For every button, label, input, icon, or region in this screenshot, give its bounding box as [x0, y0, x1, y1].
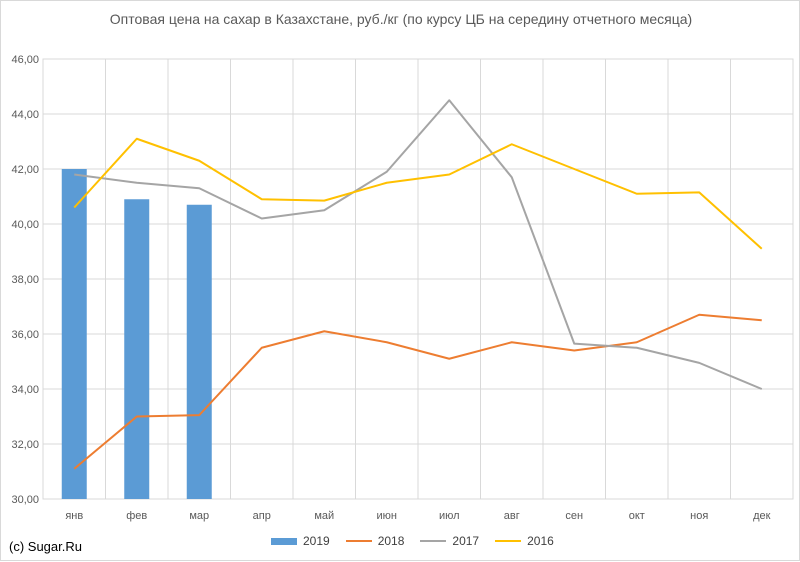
legend-swatch-2018 [345, 540, 372, 542]
line-series [73, 99, 763, 470]
legend-label-2019: 2019 [303, 534, 330, 548]
legend-item-2018: 2018 [345, 534, 405, 548]
legend-swatch-2017 [420, 540, 447, 542]
legend-swatch-2019 [271, 537, 297, 545]
y-tick-label: 46,00 [11, 54, 39, 66]
x-tick-label: дек [753, 510, 771, 522]
x-tick-label: окт [629, 510, 645, 522]
y-tick-label: 36,00 [11, 329, 39, 341]
bar-2019 [61, 169, 87, 499]
bar-2019 [124, 199, 150, 499]
chart-title: Оптовая цена на сахар в Казахстане, руб.… [109, 11, 693, 27]
y-tick-label: 42,00 [11, 164, 39, 176]
legend-item-2016: 2016 [495, 534, 554, 548]
y-tick-label: 44,00 [11, 109, 39, 121]
credit-text: (c) Sugar.Ru [9, 539, 82, 554]
x-tick-label: янв [65, 510, 83, 522]
grid-lines [42, 58, 794, 500]
legend-swatch-2016 [495, 540, 522, 542]
y-tick-label: 40,00 [11, 219, 39, 231]
line-2016 [73, 137, 763, 250]
y-tick-label: 32,00 [11, 439, 39, 451]
x-tick-label: июл [439, 510, 460, 522]
x-tick-label: ноя [690, 510, 708, 522]
y-tick-label: 30,00 [11, 494, 39, 506]
chart-legend: 2019 2018 2017 2016 [271, 534, 554, 548]
x-tick-label: мар [189, 510, 209, 522]
axis-labels: 30,00 32,00 34,00 36,00 38,00 40,00 42,00 44,00… [11, 54, 770, 522]
x-tick-label: авг [504, 510, 520, 522]
bar-2019 [186, 204, 212, 499]
x-tick-label: май [314, 510, 334, 522]
legend-label-2016: 2016 [527, 534, 554, 548]
y-tick-label: 34,00 [11, 384, 39, 396]
legend-item-2019: 2019 [271, 534, 330, 548]
legend-label-2018: 2018 [377, 534, 405, 548]
line-2017 [74, 99, 763, 390]
x-tick-label: сен [565, 510, 583, 522]
line-2018 [73, 313, 762, 470]
legend-item-2017: 2017 [420, 534, 479, 548]
bar-series [61, 169, 212, 499]
legend-label-2017: 2017 [452, 534, 480, 548]
y-tick-label: 38,00 [11, 274, 39, 286]
x-tick-label: фев [126, 510, 147, 522]
x-tick-label: апр [253, 510, 271, 522]
x-tick-label: июн [377, 510, 397, 522]
